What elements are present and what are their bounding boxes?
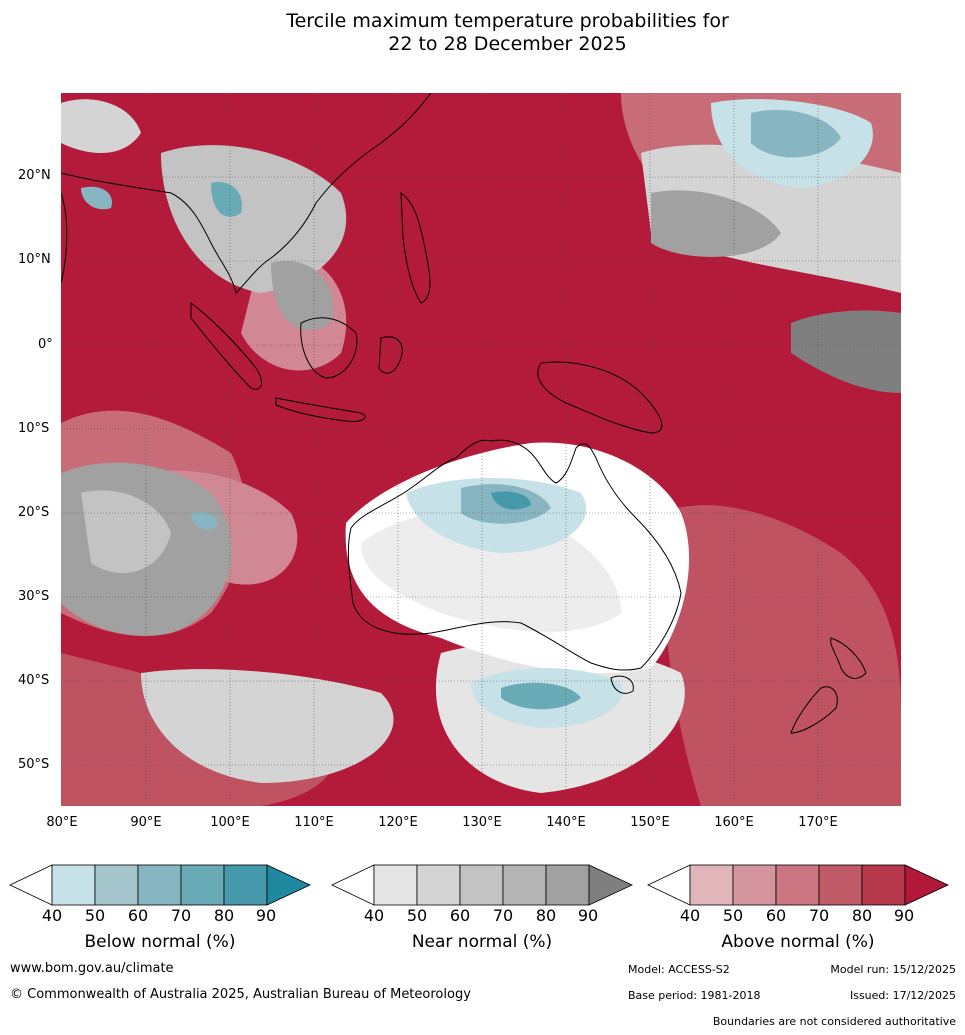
tick: 90 <box>255 906 277 925</box>
tick: 60 <box>449 906 471 925</box>
below-normal-title: Below normal (%) <box>84 932 236 952</box>
lat-label-20s: 20°S <box>18 505 50 520</box>
above-normal-swatch <box>775 864 820 906</box>
tick: 80 <box>213 906 235 925</box>
above-normal-swatch <box>732 864 777 906</box>
lat-label-0: 0° <box>38 337 53 352</box>
lat-label-10n: 10°N <box>18 252 51 267</box>
near-normal-swatch <box>373 864 418 906</box>
tick: 80 <box>851 906 873 925</box>
sumatra-coast <box>190 301 262 390</box>
above-normal-swatch <box>818 864 863 906</box>
near-normal-swatch <box>416 864 461 906</box>
near-normal-patches <box>61 99 901 793</box>
graticule <box>61 93 901 806</box>
tick: 50 <box>84 906 106 925</box>
borneo-coast <box>300 317 358 379</box>
website-link[interactable]: www.bom.gov.au/climate <box>10 961 174 976</box>
lon-label-140e: 140°E <box>546 815 586 830</box>
lon-label-120e: 120°E <box>378 815 418 830</box>
near-normal-swatch <box>459 864 504 906</box>
above-normal-title: Above normal (%) <box>721 932 875 952</box>
tick: 60 <box>127 906 149 925</box>
lat-label-30s: 30°S <box>18 589 50 604</box>
sulawesi-coast <box>378 336 403 374</box>
tick: 90 <box>893 906 915 925</box>
model-run: Model run: 15/12/2025 <box>830 963 956 976</box>
new-zealand-south <box>790 686 838 734</box>
below-normal-colorbar <box>9 864 311 906</box>
above-normal-lower-extension <box>647 864 691 906</box>
chart-title: Tercile maximum temperature probabilitie… <box>0 10 965 56</box>
tick: 40 <box>363 906 385 925</box>
new-zealand-north <box>830 637 867 679</box>
above-normal-swatch <box>861 864 906 906</box>
above-normal-upper-extension <box>904 864 949 906</box>
below-normal-swatch <box>51 864 96 906</box>
tick: 70 <box>170 906 192 925</box>
philippines-coast <box>400 192 431 304</box>
tick: 70 <box>808 906 830 925</box>
near-normal-lower-extension <box>331 864 375 906</box>
lon-label-130e: 130°E <box>462 815 502 830</box>
new-guinea-coast <box>537 361 663 434</box>
lon-label-90e: 90°E <box>130 815 162 830</box>
lat-label-40s: 40°S <box>18 673 50 688</box>
map-canvas <box>61 93 901 806</box>
mainland-asia-coast <box>61 93 432 294</box>
lat-label-20n: 20°N <box>18 168 51 183</box>
coastlines <box>61 93 867 734</box>
forecast-map[interactable] <box>61 93 901 806</box>
above-normal-colorbar <box>647 864 949 906</box>
above-normal-swatch <box>689 864 734 906</box>
lat-label-50s: 50°S <box>18 757 50 772</box>
tick: 90 <box>577 906 599 925</box>
below-normal-patches <box>81 99 873 728</box>
lon-label-150e: 150°E <box>630 815 670 830</box>
title-line-1: Tercile maximum temperature probabilitie… <box>286 10 729 32</box>
base-period: Base period: 1981-2018 <box>628 989 761 1002</box>
tick: 40 <box>41 906 63 925</box>
australia-coast <box>347 439 682 671</box>
india-coast <box>61 192 68 284</box>
tick: 50 <box>722 906 744 925</box>
lon-label-100e: 100°E <box>210 815 250 830</box>
lat-label-10s: 10°S <box>18 421 50 436</box>
tasmania-coast <box>610 675 634 694</box>
near-normal-upper-extension <box>588 864 633 906</box>
tick: 70 <box>492 906 514 925</box>
below-normal-swatch <box>223 864 268 906</box>
tick: 60 <box>765 906 787 925</box>
title-line-2: 22 to 28 December 2025 <box>388 33 627 55</box>
lon-label-80e: 80°E <box>46 815 78 830</box>
near-normal-colorbar <box>331 864 633 906</box>
tick: 50 <box>406 906 428 925</box>
near-normal-swatch <box>502 864 547 906</box>
below-normal-lower-extension <box>9 864 53 906</box>
model-name: Model: ACCESS-S2 <box>628 963 730 976</box>
java-coast <box>275 397 366 422</box>
lon-label-110e: 110°E <box>294 815 334 830</box>
disclaimer: Boundaries are not considered authoritat… <box>712 1015 956 1028</box>
lon-label-160e: 160°E <box>714 815 754 830</box>
below-normal-upper-extension <box>266 864 311 906</box>
near-normal-swatch <box>545 864 590 906</box>
tick: 80 <box>535 906 557 925</box>
below-normal-swatch <box>94 864 139 906</box>
issued-date: Issued: 17/12/2025 <box>849 989 956 1002</box>
near-normal-title: Near normal (%) <box>411 932 553 952</box>
below-normal-swatch <box>137 864 182 906</box>
below-normal-swatch <box>180 864 225 906</box>
lon-label-170e: 170°E <box>798 815 838 830</box>
tick: 40 <box>679 906 701 925</box>
copyright: © Commonwealth of Australia 2025, Austra… <box>10 987 471 1002</box>
